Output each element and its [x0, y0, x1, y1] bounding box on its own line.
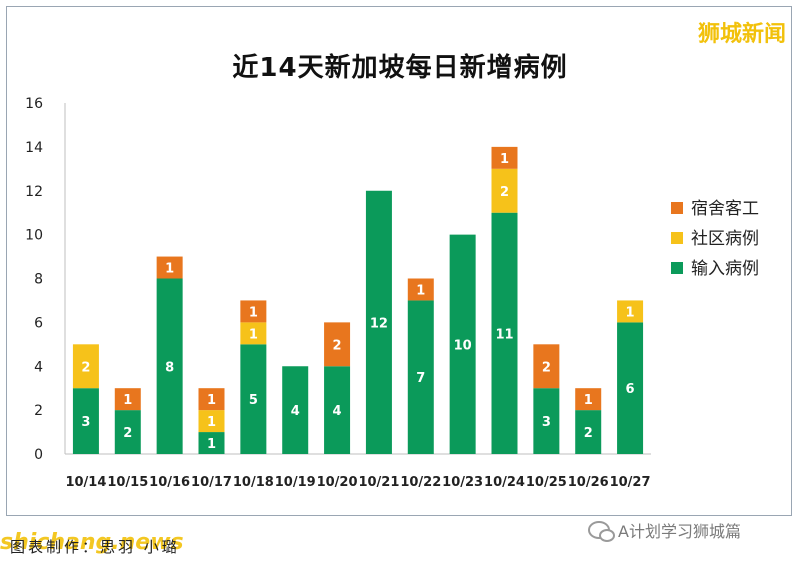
x-tick-label: 10/25 — [526, 475, 567, 490]
bar-value-label: 1 — [584, 393, 593, 408]
bar-value-label: 11 — [495, 327, 513, 342]
bar-segment — [156, 278, 183, 454]
bar-value-label: 2 — [333, 338, 342, 353]
bar-value-label: 5 — [249, 393, 258, 408]
bar-value-label: 7 — [416, 371, 425, 386]
bar-segment — [575, 388, 602, 411]
y-tick-label: 4 — [34, 359, 43, 375]
y-tick-label: 2 — [34, 403, 43, 419]
x-tick-label: 10/17 — [191, 475, 232, 490]
chart-svg: 02468101214163210/142110/158110/1611110/… — [25, 96, 759, 490]
bar-segment — [114, 388, 141, 411]
bar-value-label: 1 — [249, 327, 258, 342]
x-tick-label: 10/20 — [317, 475, 358, 490]
bar-segment — [365, 190, 392, 454]
bar-value-label: 2 — [123, 426, 132, 441]
x-tick-label: 10/21 — [358, 475, 399, 490]
bar-segment — [282, 366, 309, 454]
legend-label: 宿舍客工 — [691, 199, 759, 219]
site-watermark: shichang.news — [0, 530, 184, 555]
legend-swatch — [671, 262, 683, 274]
bar-value-label: 3 — [542, 415, 551, 430]
bar-value-label: 1 — [249, 305, 258, 320]
y-tick-label: 6 — [34, 315, 43, 331]
chart-title: 近14天新加坡每日新增病例 — [232, 53, 568, 83]
bar-segment — [617, 322, 644, 454]
bar-segment — [575, 410, 602, 454]
legend-swatch — [671, 202, 683, 214]
bar-segment — [72, 344, 99, 389]
x-tick-label: 10/22 — [400, 475, 441, 490]
y-tick-label: 8 — [34, 272, 43, 288]
x-tick-label: 10/19 — [275, 475, 316, 490]
brand-watermark: 狮城新闻 — [697, 22, 786, 47]
bar-value-label: 1 — [207, 415, 216, 430]
bar-segment — [533, 344, 560, 389]
bar-segment — [198, 410, 225, 433]
bar-segment — [324, 366, 351, 454]
bar-value-label: 1 — [626, 305, 635, 320]
bar-segment — [491, 212, 518, 454]
bar-segment — [533, 388, 560, 454]
x-tick-label: 10/14 — [65, 475, 106, 490]
wechat-account-tag: A计划学习狮城篇 — [588, 518, 741, 542]
x-tick-label: 10/15 — [107, 475, 148, 490]
bar-segment — [198, 388, 225, 411]
bar-value-label: 2 — [584, 426, 593, 441]
bar-value-label: 1 — [207, 393, 216, 408]
bar-segment — [449, 234, 476, 454]
bar-value-label: 1 — [416, 283, 425, 298]
bar-segment — [491, 146, 518, 169]
bar-value-label: 1 — [500, 152, 509, 167]
chart-area: 近14天新加坡每日新增病例 0 2 4 6 8 10 12 14 16 3 2 10/14 2 1 10/1… — [6, 6, 792, 516]
x-tick-label: 10/24 — [484, 475, 525, 490]
legend-swatch — [671, 232, 683, 244]
bar-value-label: 4 — [291, 404, 300, 419]
bar-value-label: 1 — [207, 437, 216, 452]
bar-value-label: 2 — [81, 360, 90, 375]
bar-segment — [240, 322, 267, 345]
bar-segment — [324, 322, 351, 367]
y-tick-label: 0 — [34, 447, 43, 463]
x-tick-label: 10/16 — [149, 475, 190, 490]
legend-label: 输入病例 — [691, 259, 759, 279]
y-tick-label: 12 — [25, 184, 43, 200]
wechat-account-name: A计划学习狮城篇 — [618, 522, 741, 541]
y-tick-label: 14 — [25, 140, 43, 156]
bar-segment — [198, 432, 225, 454]
bar-segment — [240, 344, 267, 454]
chart-credit: 图表制作：思羽 小璐 — [10, 538, 180, 556]
bar-value-label: 1 — [123, 393, 132, 408]
bar-value-label: 3 — [81, 415, 90, 430]
bar-segment — [491, 168, 518, 213]
y-tick-label: 10 — [25, 228, 43, 244]
bar-value-label: 8 — [165, 360, 174, 375]
bar-value-label: 10 — [454, 338, 472, 353]
bar-segment — [114, 410, 141, 454]
bar-value-label: 1 — [165, 262, 174, 277]
bar-value-label: 12 — [370, 316, 388, 331]
bar-segment — [407, 278, 434, 301]
bar-value-label: 6 — [626, 382, 635, 397]
y-tick-label: 16 — [25, 96, 43, 112]
legend-label: 社区病例 — [691, 229, 759, 249]
bar-segment — [72, 388, 99, 454]
bar-segment — [240, 300, 267, 323]
x-tick-label: 10/27 — [610, 475, 651, 490]
bar-value-label: 2 — [542, 360, 551, 375]
x-tick-label: 10/26 — [568, 475, 609, 490]
bar-segment — [156, 256, 183, 279]
bar-value-label: 4 — [333, 404, 342, 419]
x-tick-label: 10/23 — [442, 475, 483, 490]
bar-segment — [407, 300, 434, 454]
bar-value-label: 2 — [500, 185, 509, 200]
bar-segment — [617, 300, 644, 323]
wechat-icon — [588, 521, 615, 542]
x-tick-label: 10/18 — [233, 475, 274, 490]
